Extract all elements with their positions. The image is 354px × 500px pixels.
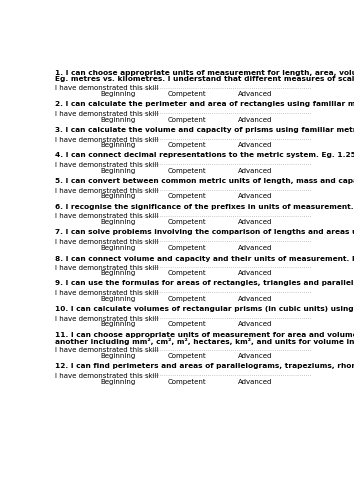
Text: Beginning: Beginning — [101, 116, 136, 122]
Text: I have demonstrated this skill: I have demonstrated this skill — [55, 111, 159, 117]
Text: Advanced: Advanced — [238, 194, 273, 200]
Text: Advanced: Advanced — [238, 168, 273, 174]
Text: Competent: Competent — [167, 142, 206, 148]
Text: Competent: Competent — [167, 219, 206, 225]
Text: Advanced: Advanced — [238, 378, 273, 384]
Text: I have demonstrated this skill: I have demonstrated this skill — [55, 373, 159, 379]
Text: Competent: Competent — [167, 168, 206, 174]
Text: Advanced: Advanced — [238, 270, 273, 276]
Text: Advanced: Advanced — [238, 219, 273, 225]
Text: I have demonstrated this skill: I have demonstrated this skill — [55, 316, 159, 322]
Text: 12. I can find perimeters and areas of parallelograms, trapeziums, rhombuses and: 12. I can find perimeters and areas of p… — [55, 363, 354, 369]
Text: 6. I recognise the significance of the prefixes in units of measurement. (6): 6. I recognise the significance of the p… — [55, 204, 354, 210]
Text: Competent: Competent — [167, 322, 206, 328]
Text: Competent: Competent — [167, 194, 206, 200]
Text: Beginning: Beginning — [101, 296, 136, 302]
Text: I have demonstrated this skill: I have demonstrated this skill — [55, 239, 159, 245]
Text: I have demonstrated this skill: I have demonstrated this skill — [55, 264, 159, 270]
Text: Competent: Competent — [167, 353, 206, 359]
Text: Advanced: Advanced — [238, 244, 273, 250]
Text: Competent: Competent — [167, 378, 206, 384]
Text: Advanced: Advanced — [238, 296, 273, 302]
Text: I have demonstrated this skill: I have demonstrated this skill — [55, 188, 159, 194]
Text: Beginning: Beginning — [101, 378, 136, 384]
Text: 5. I can convert between common metric units of length, mass and capacity. (6): 5. I can convert between common metric u… — [55, 178, 354, 184]
Text: Competent: Competent — [167, 244, 206, 250]
Text: I have demonstrated this skill: I have demonstrated this skill — [55, 86, 159, 91]
Text: Advanced: Advanced — [238, 353, 273, 359]
Text: Eg. metres vs. kilometres. I understand that different measures of scale exist E: Eg. metres vs. kilometres. I understand … — [55, 76, 354, 82]
Text: Competent: Competent — [167, 91, 206, 97]
Text: Beginning: Beginning — [101, 244, 136, 250]
Text: Beginning: Beginning — [101, 322, 136, 328]
Text: 11. I can choose appropriate units of measurement for area and volume and conver: 11. I can choose appropriate units of me… — [55, 332, 354, 338]
Text: 3. I can calculate the volume and capacity of prisms using familiar metric units: 3. I can calculate the volume and capaci… — [55, 127, 354, 133]
Text: Advanced: Advanced — [238, 116, 273, 122]
Text: I have demonstrated this skill: I have demonstrated this skill — [55, 348, 159, 354]
Text: I have demonstrated this skill: I have demonstrated this skill — [55, 214, 159, 220]
Text: Beginning: Beginning — [101, 168, 136, 174]
Text: Competent: Competent — [167, 270, 206, 276]
Text: 7. I can solve problems involving the comparison of lengths and areas using appr: 7. I can solve problems involving the co… — [55, 229, 354, 235]
Text: Advanced: Advanced — [238, 142, 273, 148]
Text: I have demonstrated this skill: I have demonstrated this skill — [55, 162, 159, 168]
Text: Beginning: Beginning — [101, 270, 136, 276]
Text: Advanced: Advanced — [238, 91, 273, 97]
Text: I have demonstrated this skill: I have demonstrated this skill — [55, 290, 159, 296]
Text: Beginning: Beginning — [101, 194, 136, 200]
Text: Advanced: Advanced — [238, 322, 273, 328]
Text: I have demonstrated this skill: I have demonstrated this skill — [55, 136, 159, 142]
Text: Beginning: Beginning — [101, 219, 136, 225]
Text: 8. I can connect volume and capacity and their units of measurement. Eg. 1ml = 1: 8. I can connect volume and capacity and… — [55, 255, 354, 262]
Text: Beginning: Beginning — [101, 353, 136, 359]
Text: another including mm², cm², m², hectares, km², and units for volume including mm: another including mm², cm², m², hectares… — [55, 338, 354, 344]
Text: 2. I can calculate the perimeter and area of rectangles using familiar metric un: 2. I can calculate the perimeter and are… — [55, 101, 354, 107]
Text: 1. I can choose appropriate units of measurement for length, area, volume, capac: 1. I can choose appropriate units of mea… — [55, 70, 354, 75]
Text: 9. I can use the formulas for areas of rectangles, triangles and parallelograms : 9. I can use the formulas for areas of r… — [55, 280, 354, 286]
Text: Competent: Competent — [167, 116, 206, 122]
Text: Competent: Competent — [167, 296, 206, 302]
Text: Beginning: Beginning — [101, 91, 136, 97]
Text: 4. I can connect decimal representations to the metric system. Eg. 1.25 metres =: 4. I can connect decimal representations… — [55, 152, 354, 158]
Text: 10. I can calculate volumes of rectangular prisms (in cubic units) using the for: 10. I can calculate volumes of rectangul… — [55, 306, 354, 312]
Text: Beginning: Beginning — [101, 142, 136, 148]
